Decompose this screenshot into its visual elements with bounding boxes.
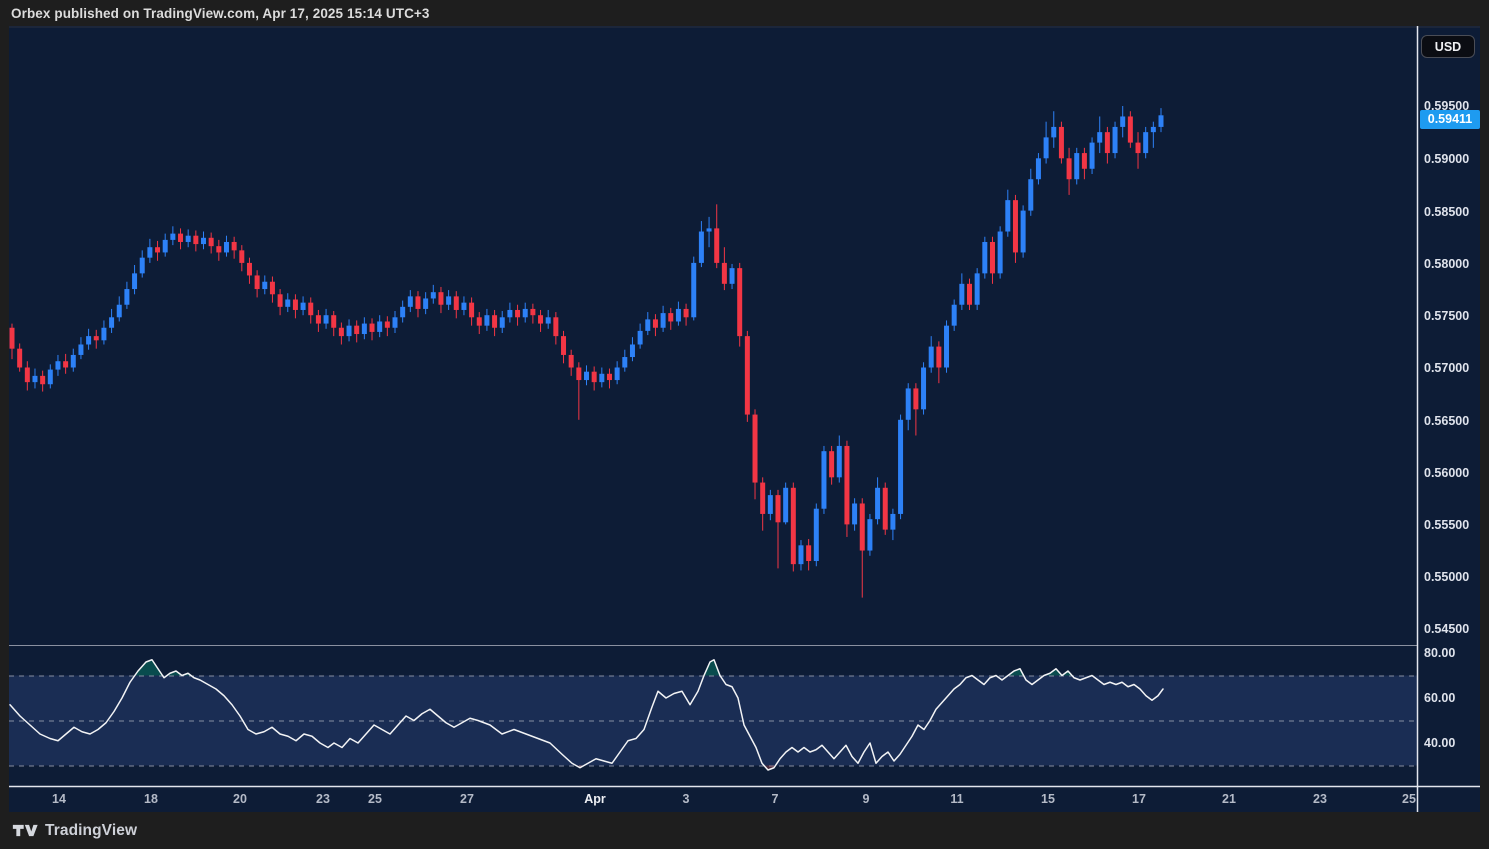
time-axis-label: 17 xyxy=(1132,792,1146,806)
price-axis-label: 0.55000 xyxy=(1424,570,1470,584)
time-axis-label: 15 xyxy=(1041,792,1055,806)
price-axis-label: 0.59000 xyxy=(1424,152,1470,166)
time-axis-label: 18 xyxy=(144,792,158,806)
chart-pane[interactable] xyxy=(9,26,1480,812)
time-axis-label-month: Apr xyxy=(584,792,606,806)
rsi-axis-label: 60.00 xyxy=(1424,691,1456,705)
time-axis-label: 20 xyxy=(233,792,247,806)
tradingview-brand-text: TradingView xyxy=(45,821,138,839)
tradingview-logo-icon xyxy=(12,824,38,837)
price-axis-label: 0.56000 xyxy=(1424,466,1470,480)
time-axis-label: 21 xyxy=(1222,792,1236,806)
time-axis-label: 7 xyxy=(771,792,779,806)
price-axis-label: 0.57500 xyxy=(1424,309,1470,323)
time-axis-label: 25 xyxy=(1402,792,1416,806)
last-price-badge: 0.59411 xyxy=(1420,110,1480,129)
price-axis-label: 0.56500 xyxy=(1424,414,1470,428)
tradingview-logo-link[interactable]: TradingView xyxy=(12,822,137,840)
price-axis-label: 0.57000 xyxy=(1424,361,1470,375)
rsi-axis-label: 40.00 xyxy=(1424,736,1456,750)
price-axis-label: 0.55500 xyxy=(1424,518,1470,532)
price-axis-label: 0.58500 xyxy=(1424,205,1470,219)
publication-title: Orbex published on TradingView.com, Apr … xyxy=(11,5,430,21)
time-axis-label: 9 xyxy=(862,792,870,806)
footer-bar: TradingView xyxy=(0,812,1489,849)
price-axis-label: 0.59500 xyxy=(1424,99,1470,113)
price-axis-label: 0.58000 xyxy=(1424,257,1470,271)
time-axis-label: 3 xyxy=(682,792,690,806)
time-axis-label: 25 xyxy=(368,792,382,806)
rsi-axis-label: 80.00 xyxy=(1424,646,1456,660)
chart-background xyxy=(9,26,1480,812)
time-axis-label: 23 xyxy=(1313,792,1327,806)
time-axis-label: 11 xyxy=(950,792,964,806)
time-axis-label: 14 xyxy=(52,792,66,806)
currency-usd-label: USD xyxy=(1434,39,1462,54)
time-axis-label: 23 xyxy=(316,792,330,806)
currency-usd-button[interactable]: USD xyxy=(1421,35,1475,58)
price-axis-label: 0.54500 xyxy=(1424,622,1470,636)
title-bar: Orbex published on TradingView.com, Apr … xyxy=(0,0,1489,26)
time-axis-label: 27 xyxy=(460,792,474,806)
